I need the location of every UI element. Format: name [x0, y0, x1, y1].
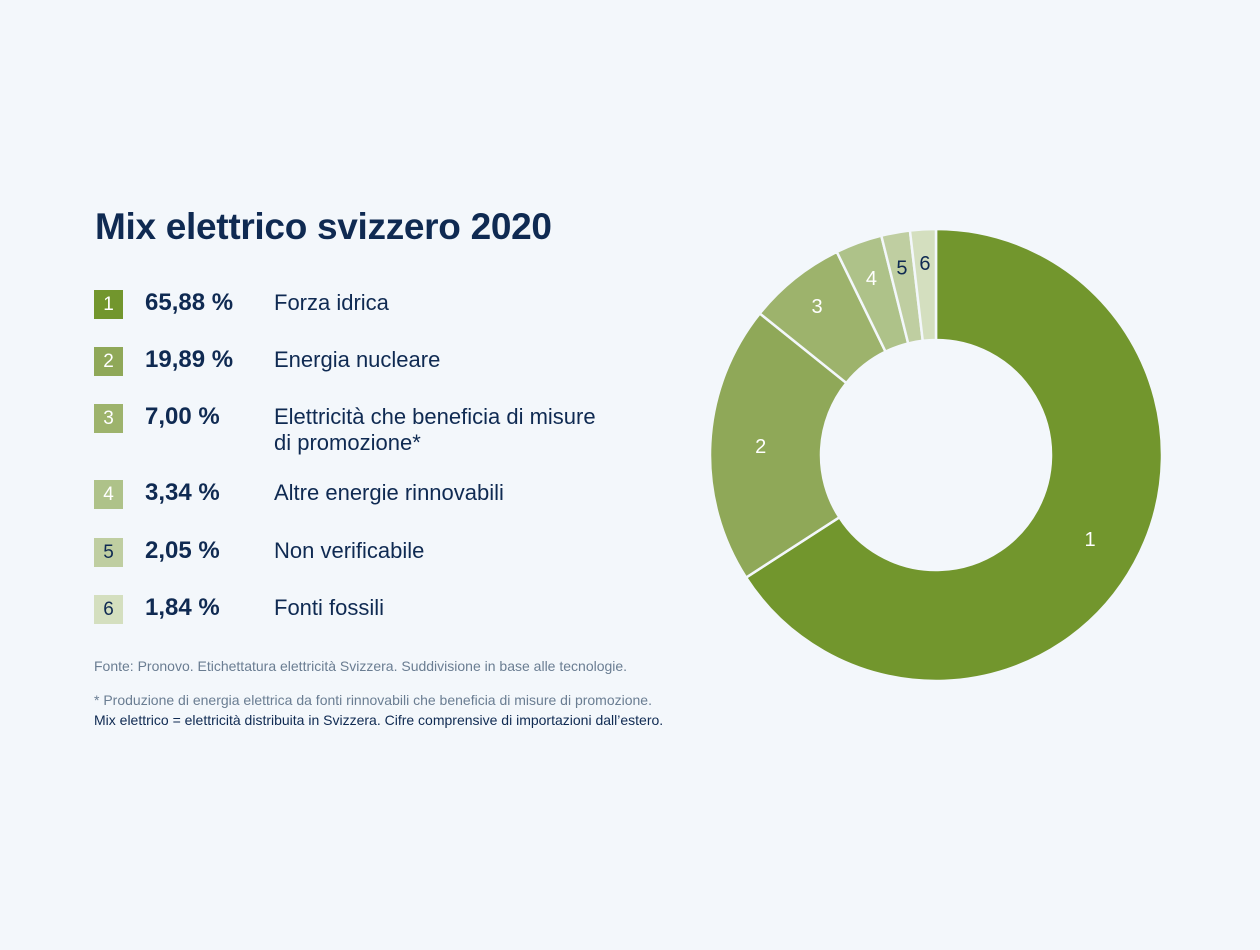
donut-slice-label: 2: [755, 436, 766, 458]
donut-slice-6: [908, 227, 938, 343]
donut-slice-1: [744, 227, 1164, 683]
legend-percentage: 19,89 %: [145, 346, 234, 373]
legend-label: Elettricità che beneficia di misure di p…: [274, 404, 596, 455]
donut-slice-label: 5: [896, 258, 907, 280]
legend-swatch: 6: [94, 595, 123, 624]
legend-percentage: 2,05 %: [145, 537, 220, 564]
legend-label: Non verificabile: [274, 538, 425, 563]
source-note: Fonte: Pronovo. Etichettatura elettricit…: [94, 658, 628, 674]
donut-slice-2: [708, 311, 849, 580]
legend-swatch: 5: [94, 538, 123, 567]
legend-label: Energia nucleare: [274, 347, 441, 372]
legend-percentage: 7,00 %: [145, 403, 220, 430]
notes: Fonte: Pronovo. Etichettatura elettricit…: [94, 657, 774, 730]
chart-title: Mix elettrico svizzero 2020: [95, 206, 552, 247]
legend-percentage: 1,84 %: [145, 594, 220, 621]
legend-swatch: 3: [94, 404, 123, 433]
legend-swatch: 4: [94, 480, 123, 509]
legend-percentage: 3,34 %: [145, 479, 220, 506]
legend-label: Altre energie rinnovabili: [274, 480, 504, 505]
legend-label: Fonti fossili: [274, 595, 385, 620]
legend-swatch: 1: [94, 290, 123, 319]
donut-slice-label: 3: [812, 296, 823, 318]
legend-label: Forza idrica: [274, 290, 389, 315]
legend-swatch: 2: [94, 347, 123, 376]
legend-percentage: 65,88 %: [145, 289, 234, 316]
definition-note: Mix elettrico = elettricità distribuita …: [94, 712, 664, 728]
footnote: * Produzione di energia elettrica da fon…: [94, 692, 652, 708]
donut-slice-label: 4: [866, 268, 877, 290]
donut-slice-label: 6: [919, 253, 930, 275]
donut-slice-label: 1: [1085, 529, 1096, 551]
